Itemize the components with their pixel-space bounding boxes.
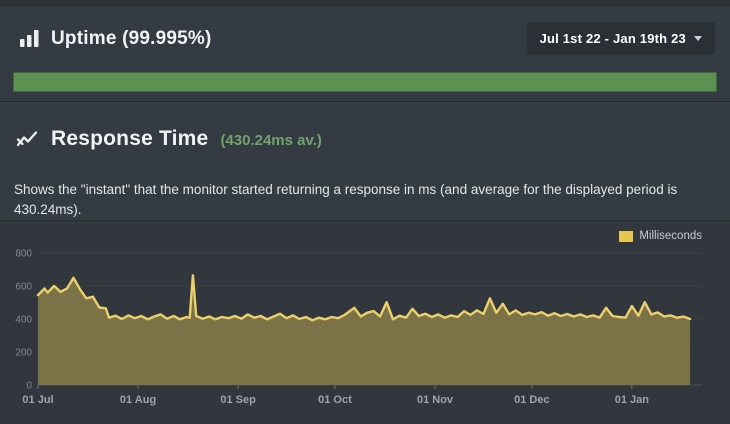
x-axis-label: 01 Jul — [22, 394, 53, 406]
date-range-button[interactable]: Jul 1st 22 - Jan 19th 23 — [526, 22, 715, 55]
caret-down-icon — [694, 36, 702, 41]
response-time-average: (430.24ms av.) — [220, 132, 322, 149]
top-shade — [0, 0, 730, 7]
response-time-heading: Response Time (430.24ms av.) — [0, 102, 730, 151]
area-fill — [38, 275, 690, 385]
y-axis-label: 400 — [15, 315, 32, 326]
chart-section: Milliseconds 0 200 400 600 800 01 Jul 01 Aug 01… — [0, 220, 730, 423]
x-axis-label: 01 Sep — [220, 394, 256, 406]
y-axis-label: 200 — [15, 348, 32, 359]
uptime-bar — [13, 72, 717, 92]
x-axis-label: 01 Oct — [318, 394, 352, 406]
section-divider — [0, 101, 730, 102]
chart-legend: Milliseconds — [619, 230, 702, 242]
x-axis-label: 01 Aug — [120, 394, 156, 406]
bar-chart-icon — [20, 30, 40, 47]
x-axis-label: 01 Nov — [417, 394, 454, 406]
legend-label: Milliseconds — [639, 230, 702, 242]
uptime-header: Uptime (99.995%) Jul 1st 22 - Jan 19th 2… — [0, 0, 730, 55]
line-chart-icon — [15, 129, 39, 150]
x-axis-label: 01 Jan — [615, 394, 650, 406]
response-time-title: Response Time — [51, 127, 209, 150]
uptime-title-row: Uptime (99.995%) — [20, 28, 212, 50]
response-time-chart: 0 200 400 600 800 01 Jul 01 Aug 01 Sep 01 Oct 01 … — [15, 249, 702, 406]
y-axis-label: 800 — [15, 249, 32, 260]
response-time-section: Response Time (430.24ms av.) Shows the "… — [0, 102, 730, 221]
response-time-line — [36, 274, 692, 322]
x-axis-label: 01 Dec — [514, 394, 549, 406]
y-axis-label: 600 — [15, 282, 32, 293]
date-range-label: Jul 1st 22 - Jan 19th 23 — [539, 31, 686, 46]
y-axis-label: 0 — [26, 381, 32, 392]
legend-swatch-milliseconds — [619, 230, 634, 242]
uptime-title: Uptime (99.995%) — [51, 27, 212, 49]
response-time-description: Shows the "instant" that the monitor sta… — [14, 181, 678, 218]
uptime-section: Uptime (99.995%) Jul 1st 22 - Jan 19th 2… — [0, 0, 730, 102]
